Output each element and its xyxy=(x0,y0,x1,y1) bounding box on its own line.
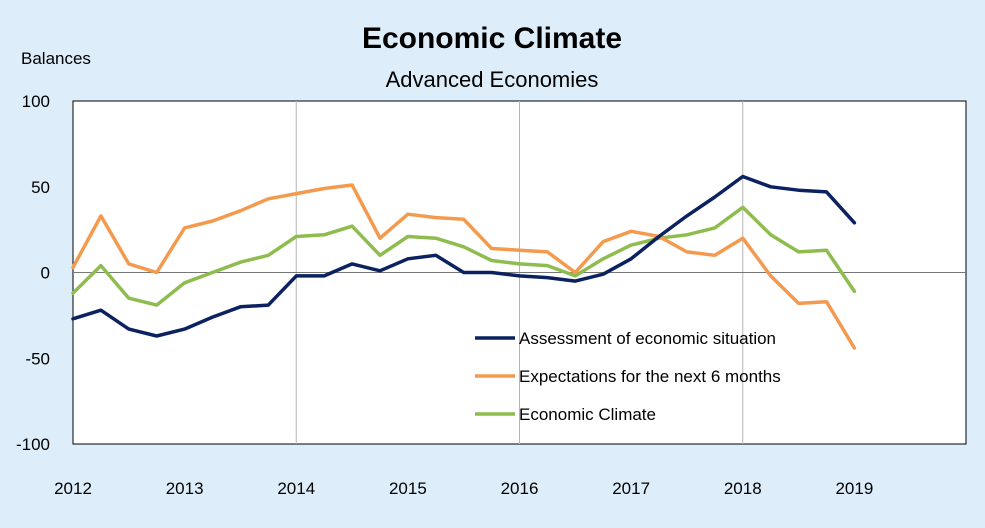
x-tick-label: 2017 xyxy=(612,479,650,498)
legend-label: Expectations for the next 6 months xyxy=(519,367,781,386)
x-tick-label: 2016 xyxy=(501,479,539,498)
series-line xyxy=(71,183,857,350)
series-line xyxy=(71,205,857,307)
x-tick-label: 2015 xyxy=(389,479,427,498)
y-tick-label: -50 xyxy=(25,349,50,368)
chart-title: Economic Climate xyxy=(362,22,622,55)
y-axis-label: Balances xyxy=(21,49,91,68)
legend-label: Economic Climate xyxy=(519,405,656,424)
y-tick-label: 100 xyxy=(22,92,50,111)
legend-label: Assessment of economic situation xyxy=(519,329,776,348)
x-tick-label: 2014 xyxy=(277,479,315,498)
x-tick-label: 2012 xyxy=(54,479,92,498)
y-tick-label: -100 xyxy=(16,435,50,454)
x-tick-label: 2018 xyxy=(724,479,762,498)
series-line xyxy=(71,174,857,338)
y-tick-label: 0 xyxy=(41,264,50,283)
chart-subtitle: Advanced Economies xyxy=(386,67,599,92)
y-tick-label: 50 xyxy=(31,178,50,197)
x-tick-label: 2013 xyxy=(166,479,204,498)
x-tick-label: 2019 xyxy=(835,479,873,498)
